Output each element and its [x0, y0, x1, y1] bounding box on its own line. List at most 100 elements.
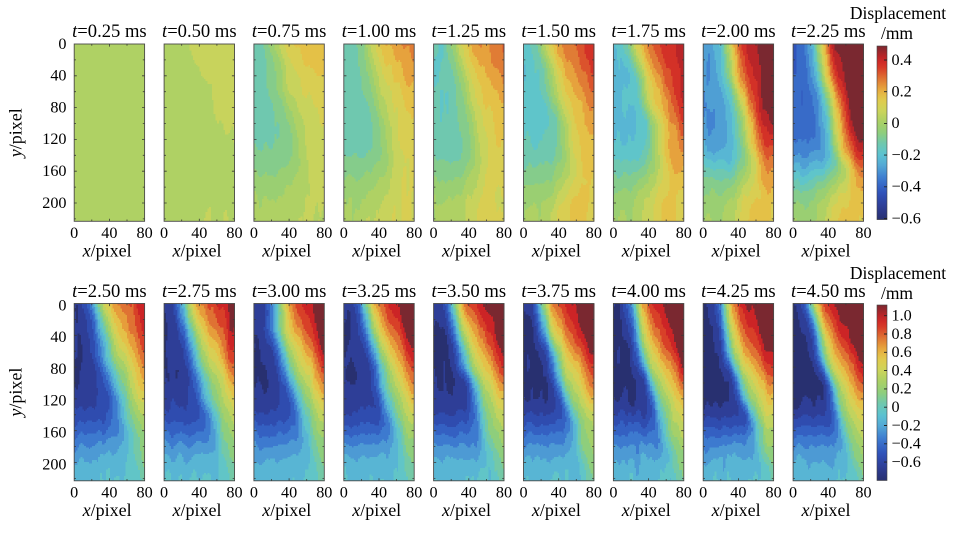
svg-text:80: 80: [137, 483, 153, 501]
svg-text:80: 80: [226, 224, 242, 242]
svg-text:0: 0: [58, 35, 66, 53]
svg-text:160: 160: [42, 424, 66, 442]
svg-text:160: 160: [42, 162, 66, 180]
svg-text:−0.6: −0.6: [892, 209, 921, 227]
svg-text:40: 40: [641, 224, 657, 242]
svg-text:80: 80: [766, 224, 782, 242]
svg-text:40: 40: [50, 328, 66, 346]
svg-text:40: 40: [371, 224, 387, 242]
svg-text:0: 0: [430, 224, 438, 242]
svg-text:0: 0: [519, 483, 527, 501]
svg-text:80: 80: [855, 224, 871, 242]
svg-text:−0.2: −0.2: [892, 146, 921, 164]
svg-text:0: 0: [340, 224, 348, 242]
svg-text:t=2.75 ms: t=2.75 ms: [162, 281, 237, 302]
svg-text:x/pixel: x/pixel: [801, 500, 851, 520]
svg-text:200: 200: [42, 194, 66, 212]
svg-text:Displacement: Displacement: [850, 263, 946, 283]
svg-text:t=0.75 ms: t=0.75 ms: [252, 21, 327, 42]
svg-text:t=3.75 ms: t=3.75 ms: [521, 281, 596, 302]
svg-text:40: 40: [191, 483, 207, 501]
svg-text:0: 0: [160, 483, 168, 501]
svg-text:t=2.00 ms: t=2.00 ms: [701, 21, 776, 42]
svg-text:0: 0: [699, 224, 707, 242]
svg-text:0: 0: [340, 483, 348, 501]
svg-text:t=3.25 ms: t=3.25 ms: [342, 281, 417, 302]
svg-text:/mm: /mm: [881, 23, 913, 43]
svg-text:t=4.50 ms: t=4.50 ms: [791, 281, 866, 302]
svg-text:x/pixel: x/pixel: [621, 240, 671, 260]
svg-text:80: 80: [316, 224, 332, 242]
svg-text:0: 0: [70, 224, 78, 242]
svg-text:80: 80: [496, 224, 512, 242]
svg-text:80: 80: [676, 224, 692, 242]
svg-text:−0.4: −0.4: [892, 435, 921, 453]
svg-text:t=2.50 ms: t=2.50 ms: [72, 281, 147, 302]
svg-text:120: 120: [42, 392, 66, 410]
svg-text:x/pixel: x/pixel: [82, 240, 132, 260]
svg-text:x/pixel: x/pixel: [801, 240, 851, 260]
svg-text:80: 80: [496, 483, 512, 501]
svg-text:0.2: 0.2: [892, 380, 912, 398]
svg-text:−0.4: −0.4: [892, 178, 921, 196]
svg-text:40: 40: [461, 483, 477, 501]
svg-text:0: 0: [892, 398, 900, 416]
svg-text:t=3.00 ms: t=3.00 ms: [252, 281, 327, 302]
svg-text:Displacement: Displacement: [850, 3, 946, 23]
svg-text:0: 0: [789, 224, 797, 242]
svg-text:80: 80: [50, 360, 66, 378]
svg-text:t=2.25 ms: t=2.25 ms: [791, 21, 866, 42]
svg-text:x/pixel: x/pixel: [261, 500, 311, 520]
svg-text:−0.6: −0.6: [892, 453, 921, 471]
svg-text:80: 80: [50, 98, 66, 116]
svg-text:40: 40: [820, 483, 836, 501]
svg-text:0.4: 0.4: [892, 361, 912, 379]
svg-text:0: 0: [609, 483, 617, 501]
svg-text:80: 80: [406, 483, 422, 501]
svg-text:40: 40: [551, 224, 567, 242]
svg-text:t=3.50 ms: t=3.50 ms: [432, 281, 507, 302]
svg-text:40: 40: [730, 483, 746, 501]
svg-text:t=1.50 ms: t=1.50 ms: [521, 21, 596, 42]
svg-text:0: 0: [70, 483, 78, 501]
svg-text:40: 40: [281, 224, 297, 242]
svg-text:x/pixel: x/pixel: [531, 240, 581, 260]
svg-text:40: 40: [730, 224, 746, 242]
svg-text:0.6: 0.6: [892, 343, 912, 361]
svg-text:40: 40: [461, 224, 477, 242]
svg-text:x/pixel: x/pixel: [621, 500, 671, 520]
svg-text:x/pixel: x/pixel: [711, 500, 761, 520]
svg-text:0: 0: [789, 483, 797, 501]
svg-text:40: 40: [371, 483, 387, 501]
svg-text:x/pixel: x/pixel: [172, 240, 222, 260]
svg-text:0: 0: [699, 483, 707, 501]
svg-text:0: 0: [250, 483, 258, 501]
svg-text:x/pixel: x/pixel: [711, 240, 761, 260]
svg-text:x/pixel: x/pixel: [441, 500, 491, 520]
svg-text:40: 40: [641, 483, 657, 501]
svg-text:0: 0: [160, 224, 168, 242]
svg-text:0: 0: [892, 114, 900, 132]
svg-text:x/pixel: x/pixel: [531, 500, 581, 520]
svg-text:x/pixel: x/pixel: [441, 240, 491, 260]
svg-text:0: 0: [609, 224, 617, 242]
svg-text:80: 80: [586, 483, 602, 501]
svg-text:/mm: /mm: [881, 283, 913, 303]
svg-text:200: 200: [42, 455, 66, 473]
svg-text:80: 80: [855, 483, 871, 501]
svg-text:t=1.00 ms: t=1.00 ms: [342, 21, 417, 42]
svg-text:x/pixel: x/pixel: [351, 500, 401, 520]
svg-text:0.4: 0.4: [892, 51, 912, 69]
svg-text:t=0.50 ms: t=0.50 ms: [162, 21, 237, 42]
svg-text:80: 80: [137, 224, 153, 242]
svg-text:40: 40: [191, 224, 207, 242]
svg-text:y/pixel: y/pixel: [6, 108, 26, 159]
svg-text:t=1.25 ms: t=1.25 ms: [432, 21, 507, 42]
svg-text:40: 40: [101, 224, 117, 242]
svg-text:0.8: 0.8: [892, 325, 912, 343]
svg-text:0: 0: [250, 224, 258, 242]
svg-text:0: 0: [430, 483, 438, 501]
svg-text:x/pixel: x/pixel: [82, 500, 132, 520]
svg-text:y/pixel: y/pixel: [6, 368, 26, 419]
svg-text:40: 40: [820, 224, 836, 242]
